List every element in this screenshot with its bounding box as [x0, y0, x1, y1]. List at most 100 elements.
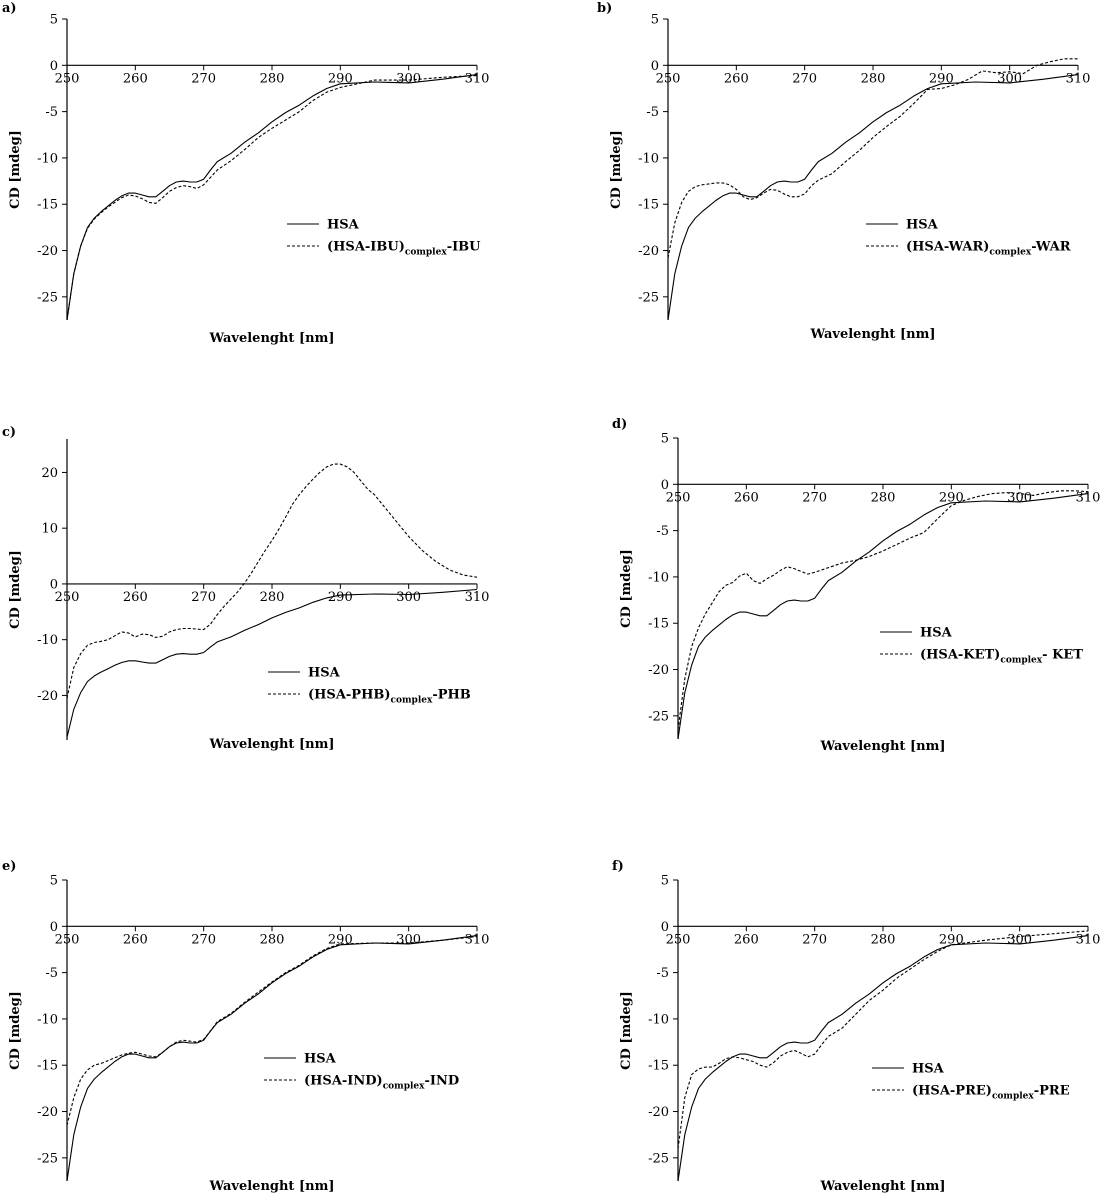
y-tick-label: -15: [37, 198, 58, 213]
x-tick-label: 270: [191, 932, 216, 947]
legend: HSA (HSA-IBU)complex-IBU: [287, 218, 481, 258]
y-tick-label: 0: [651, 59, 659, 74]
x-tick-label: 310: [465, 932, 490, 947]
y-tick-label: -20: [648, 663, 669, 678]
x-tick-label: 250: [55, 71, 80, 86]
y-tick-label: 5: [50, 874, 58, 889]
y-tick-label: -15: [37, 1059, 58, 1074]
x-tick-label: 270: [802, 490, 827, 505]
series-line-complex: [667, 58, 1078, 259]
legend-entry: (HSA-IBU)complex-IBU: [327, 240, 481, 258]
y-tick-label: -20: [638, 244, 659, 259]
x-tick-label: 260: [734, 932, 759, 947]
y-tick-label: 10: [41, 522, 58, 537]
y-tick-label: -10: [37, 151, 58, 166]
y-axis-label: CD [mdeg]: [609, 130, 624, 209]
y-tick-label: -20: [37, 1105, 58, 1120]
legend-entry: HSA: [327, 218, 360, 233]
panel-label: c): [2, 425, 16, 440]
panel-label: d): [612, 417, 627, 432]
y-tick-label: -25: [638, 290, 659, 305]
y-tick-label: -20: [648, 1105, 669, 1120]
legend-entry: (HSA-KET)complex- KET: [920, 648, 1083, 666]
y-tick-label: -10: [37, 633, 58, 648]
x-tick-label: 270: [191, 71, 216, 86]
y-tick-label: 5: [661, 432, 669, 447]
x-tick-label: 300: [396, 71, 421, 86]
legend-entry: HSA: [912, 1062, 945, 1077]
y-tick-label: 20: [41, 466, 58, 481]
legend: HSA (HSA-KET)complex- KET: [880, 626, 1083, 666]
x-axis-label: Wavelenght [nm]: [209, 1179, 335, 1193]
series-line-complex: [677, 930, 1089, 1149]
x-tick-label: 300: [1007, 932, 1032, 947]
x-tick-label: 250: [666, 490, 691, 505]
series-line-hsa: [677, 935, 1089, 1182]
series-line-complex: [677, 490, 1089, 730]
x-tick-label: 280: [861, 71, 886, 86]
y-tick-label: -25: [648, 709, 669, 724]
series-line-hsa: [66, 74, 478, 321]
x-tick-label: 300: [396, 932, 421, 947]
x-tick-label: 280: [260, 590, 285, 605]
legend-entry: HSA: [920, 626, 953, 641]
y-tick-label: -10: [638, 151, 659, 166]
x-tick-label: 260: [734, 490, 759, 505]
series-line-hsa: [667, 74, 1079, 321]
x-tick-label: 290: [929, 71, 954, 86]
x-tick-label: 310: [1076, 932, 1100, 947]
y-axis-label: CD [mdeg]: [619, 549, 634, 628]
y-tick-label: -15: [648, 1059, 669, 1074]
x-tick-label: 290: [328, 590, 353, 605]
x-axis-label: Wavelenght [nm]: [820, 1179, 946, 1193]
x-tick-label: 260: [724, 71, 749, 86]
y-tick-label: -25: [37, 290, 58, 305]
y-tick-label: -10: [37, 1012, 58, 1027]
panel-label: e): [2, 859, 16, 874]
y-tick-label: -5: [45, 105, 58, 120]
x-tick-label: 290: [939, 490, 964, 505]
y-tick-label: -20: [37, 689, 58, 704]
legend-entry: (HSA-PRE)complex-PRE: [912, 1084, 1070, 1102]
x-tick-label: 300: [1007, 490, 1032, 505]
y-axis-label: CD [mdeg]: [8, 130, 23, 209]
legend: HSA (HSA-PRE)complex-PRE: [872, 1062, 1070, 1102]
panel-label: a): [2, 1, 17, 16]
y-tick-label: 5: [661, 874, 669, 889]
y-tick-label: -25: [37, 1151, 58, 1166]
x-tick-label: 280: [260, 932, 285, 947]
chart-panel-a: a) 5 0 -5 -10 -15 -20 -25 250 260 270 280 290 300 310 C…: [2, 1, 489, 346]
x-tick-label: 310: [1076, 490, 1100, 505]
panel-label: f): [612, 859, 624, 874]
legend-entry: (HSA-PHB)complex-PHB: [308, 688, 471, 706]
x-tick-label: 270: [802, 932, 827, 947]
chart-panel-c: c) 20 10 0 -10 -20 250 260 270 280 290 300 310 CD [md…: [2, 425, 489, 752]
legend: HSA (HSA-IND)complex-IND: [264, 1052, 459, 1092]
chart-panel-d: d) 5 0 -5 -10 -15 -20 -25 250 260 270 280 290 300 310 C…: [612, 417, 1100, 754]
series-line-hsa: [66, 588, 478, 738]
x-tick-label: 260: [123, 932, 148, 947]
y-tick-label: 5: [50, 13, 58, 28]
y-tick-label: -15: [648, 617, 669, 632]
x-tick-label: 250: [55, 932, 80, 947]
x-tick-label: 260: [123, 590, 148, 605]
y-tick-label: -5: [646, 105, 659, 120]
x-tick-label: 280: [871, 932, 896, 947]
legend-entry: (HSA-WAR)complex-WAR: [906, 240, 1071, 258]
panel-label: b): [597, 1, 612, 16]
x-axis-label: Wavelenght [nm]: [820, 739, 946, 754]
y-tick-label: -5: [45, 966, 58, 981]
x-tick-label: 300: [396, 590, 421, 605]
y-tick-label: -5: [656, 966, 669, 981]
x-axis-label: Wavelenght [nm]: [209, 331, 335, 346]
x-tick-label: 260: [123, 71, 148, 86]
chart-panel-b: b) 5 0 -5 -10 -15 -20 -25 250 260 270 280 290 300 310 C…: [597, 1, 1090, 342]
legend-entry: HSA: [906, 218, 939, 233]
legend-entry: HSA: [308, 666, 341, 681]
y-axis-label: CD [mdeg]: [8, 991, 23, 1070]
y-tick-label: -10: [648, 570, 669, 585]
y-tick-label: 5: [651, 13, 659, 28]
legend-entry: HSA: [304, 1052, 337, 1067]
